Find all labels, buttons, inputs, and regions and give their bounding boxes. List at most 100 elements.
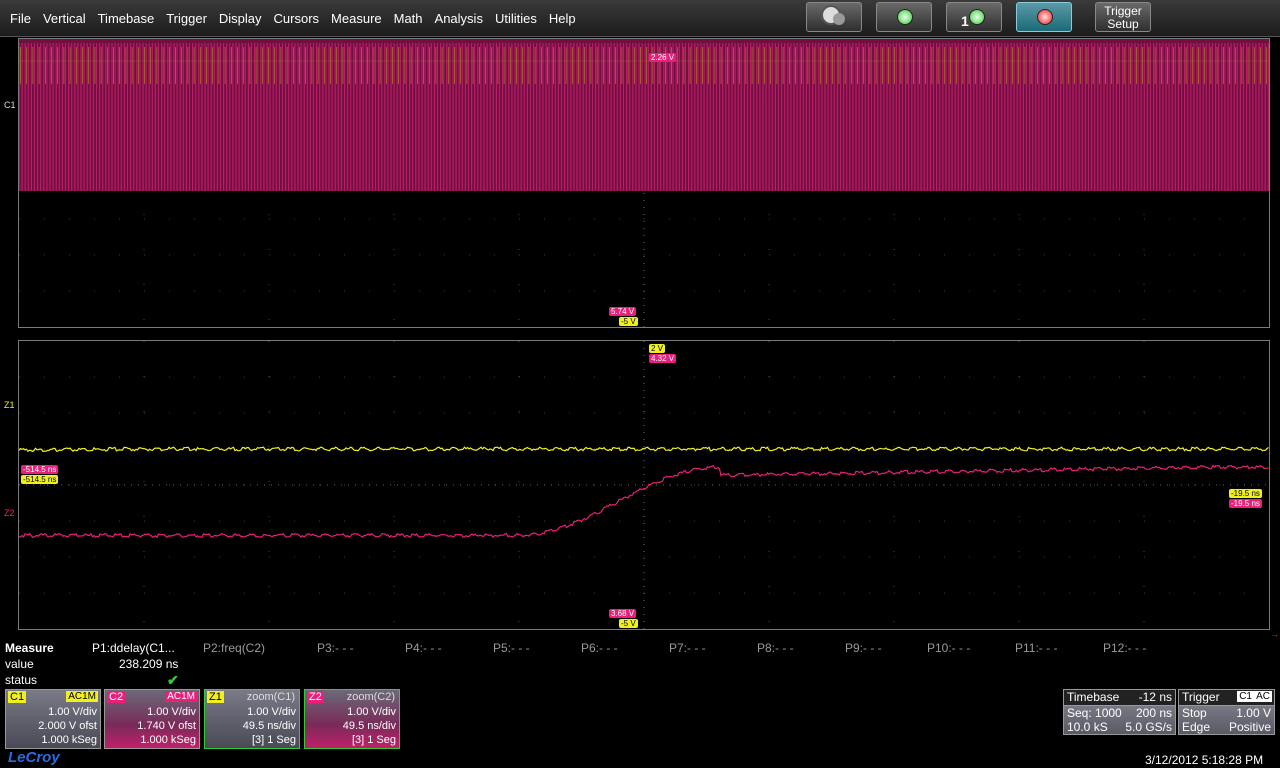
z1-vdiv: 1.00 V/div: [247, 706, 296, 718]
menu-display[interactable]: Display: [218, 10, 262, 26]
p1-value: 238.209 ns: [119, 657, 179, 671]
auto-trigger-button[interactable]: [876, 2, 932, 32]
trigger-coupling: AC: [1254, 691, 1272, 702]
menu-trigger[interactable]: Trigger: [166, 10, 207, 26]
menu-file[interactable]: File: [10, 10, 31, 26]
channel-z2-box[interactable]: Z2 zoom(C2) 1.00 V/div 49.5 ns/div [3] 1…: [304, 689, 400, 749]
zoom-grid[interactable]: 2 V 4.32 V -514.5 ns -514.5 ns -19.5 ns …: [18, 340, 1270, 630]
auto-setup-button[interactable]: [806, 2, 862, 32]
measure-status-label: status: [5, 673, 38, 687]
zoom-waveform-area: [19, 341, 1269, 629]
z1-top-tag: 2 V: [649, 344, 666, 353]
trigger-level: 1.00 V: [1236, 706, 1271, 720]
c1-grid[interactable]: 2.26 V 5.74 V -5 V: [18, 38, 1270, 328]
z2-badge: Z2: [307, 691, 324, 703]
measure-param-p1[interactable]: P1:ddelay(C1...: [92, 641, 175, 655]
single-number: 1: [961, 13, 969, 29]
timebase-seq: Seq: 1000: [1067, 706, 1122, 720]
menu-measure[interactable]: Measure: [331, 10, 382, 26]
measure-param-p7[interactable]: P7:- - -: [669, 641, 706, 655]
z2-top-tag: 4.32 V: [649, 354, 677, 363]
c1-segments: 1.000 kSeg: [41, 734, 97, 746]
channel-c1-box[interactable]: C1 AC1M 1.00 V/div 2.000 V ofst 1.000 kS…: [5, 689, 101, 749]
c1-waveform-area: [19, 39, 1269, 327]
timebase-samples: 10.0 kS: [1067, 720, 1108, 734]
measure-param-p5[interactable]: P5:- - -: [493, 641, 530, 655]
red-lamp-icon: [1037, 9, 1053, 25]
z1-tdiv: 49.5 ns/div: [242, 720, 296, 732]
measure-value-label: value: [5, 657, 34, 671]
c1-bottom-pink-tag: 5.74 V: [609, 307, 637, 316]
z1-side-label: Z1: [4, 400, 15, 410]
timebase-tdiv: 200 ns: [1135, 706, 1172, 720]
trigger-title: Trigger: [1182, 690, 1220, 704]
measure-param-p9[interactable]: P9:- - -: [845, 641, 882, 655]
measure-table: Measure value status P1:ddelay(C1... P2:f…: [0, 638, 1280, 688]
measure-param-p10[interactable]: P10:- - -: [927, 641, 971, 655]
channel-c2-box[interactable]: C2 AC1M 1.00 V/div 1.740 V ofst 1.000 kS…: [104, 689, 200, 749]
p1-status-check-icon: ✔: [167, 672, 179, 688]
trigger-setup-label-1: Trigger: [1104, 4, 1142, 18]
menu-analysis[interactable]: Analysis: [434, 10, 483, 26]
trigger-type: Edge: [1182, 720, 1211, 734]
single-trigger-button[interactable]: 1: [946, 2, 1002, 32]
z2-left-tag: -514.5 ns: [21, 465, 59, 474]
z1-badge: Z1: [207, 691, 224, 703]
trigger-box[interactable]: Trigger C1 AC Stop 1.00 V Edge Positive: [1178, 689, 1275, 735]
c1-vdiv: 1.00 V/div: [48, 706, 97, 718]
menu-bar: File Vertical Timebase Trigger Display Cursor…: [0, 0, 1280, 37]
z2-trace: [19, 464, 1269, 539]
timebase-title: Timebase: [1067, 690, 1120, 704]
c2-coupling: AC1M: [165, 691, 197, 702]
menu-list: File Vertical Timebase Trigger Display Cursor…: [4, 0, 582, 36]
trigger-mode: Stop: [1182, 706, 1207, 720]
trigger-slope: Positive: [1228, 720, 1271, 734]
z1-trace: [19, 446, 1269, 453]
menu-help[interactable]: Help: [548, 10, 576, 26]
z2-right-tag: -19.5 ns: [1229, 499, 1262, 508]
trigger-setup-button[interactable]: Trigger Setup: [1095, 2, 1151, 32]
measure-param-p2[interactable]: P2:freq(C2): [203, 641, 266, 655]
z2-segments: [3] 1 Seg: [351, 734, 396, 746]
z1-source: zoom(C1): [246, 691, 295, 703]
timebase-box[interactable]: Timebase -12 ns Seq: 1000 200 ns 10.0 kS…: [1063, 689, 1176, 735]
timebase-rate: 5.0 GS/s: [1125, 720, 1172, 734]
green-lamp-icon: [969, 9, 985, 25]
menu-vertical[interactable]: Vertical: [42, 10, 86, 26]
c1-bottom-yellow-tag: -5 V: [619, 317, 638, 326]
trigger-setup-label-2: Setup: [1107, 17, 1139, 31]
c1-top-tag: 2.26 V: [649, 53, 677, 62]
menu-cursors[interactable]: Cursors: [273, 10, 320, 26]
timebase-delay: -12 ns: [1138, 690, 1172, 704]
menu-utilities[interactable]: Utilities: [494, 10, 537, 26]
measure-param-p6[interactable]: P6:- - -: [581, 641, 618, 655]
menu-math[interactable]: Math: [393, 10, 423, 26]
z2-tdiv: 49.5 ns/div: [342, 720, 396, 732]
c2-badge: C2: [107, 691, 126, 703]
z1-left-tag: -514.5 ns: [21, 475, 59, 484]
c1-overlay-lines: [20, 47, 1268, 84]
measure-param-p4[interactable]: P4:- - -: [405, 641, 442, 655]
c1-offset: 2.000 V ofst: [38, 720, 97, 732]
measure-param-p11[interactable]: P11:- - -: [1015, 641, 1058, 655]
measure-param-p3[interactable]: P3:- - -: [317, 641, 354, 655]
menu-timebase[interactable]: Timebase: [97, 10, 155, 26]
z1-bottom-tag: -5 V: [619, 619, 638, 628]
measure-param-p12[interactable]: P12:- - -: [1103, 641, 1147, 655]
z2-bottom-tag: 3.68 V: [609, 609, 637, 618]
stop-trigger-button[interactable]: [1016, 2, 1072, 32]
scroll-arrow-icon[interactable]: →: [1270, 629, 1279, 639]
date-time: 3/12/2012 5:18:28 PM: [1145, 753, 1264, 767]
measure-title: Measure: [5, 641, 54, 655]
channel-z1-box[interactable]: Z1 zoom(C1) 1.00 V/div 49.5 ns/div [3] 1…: [204, 689, 300, 749]
brand-logo: LeCroy: [8, 749, 60, 766]
c1-badge: C1: [8, 691, 27, 703]
z2-source: zoom(C2): [346, 691, 395, 703]
c1-coupling: AC1M: [66, 691, 98, 702]
z1-right-tag: -19.5 ns: [1229, 489, 1262, 498]
c1-side-label: C1: [4, 100, 16, 110]
lamp-icon: [833, 13, 845, 25]
z2-vdiv: 1.00 V/div: [347, 706, 396, 718]
measure-param-p8[interactable]: P8:- - -: [757, 641, 794, 655]
c2-vdiv: 1.00 V/div: [147, 706, 196, 718]
